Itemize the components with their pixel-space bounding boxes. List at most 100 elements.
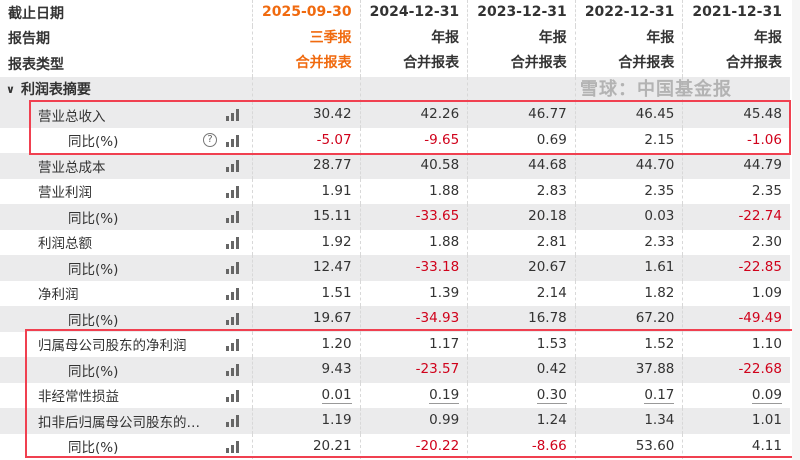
empty-cell bbox=[574, 76, 683, 102]
value-cell: 1.10 bbox=[682, 331, 790, 357]
row-label: 扣非后归属母公司股东的… bbox=[38, 414, 200, 431]
value-cell: -33.18 bbox=[359, 255, 468, 281]
help-icon[interactable]: ? bbox=[203, 132, 217, 147]
row-label: 归属母公司股东的净利润 bbox=[38, 338, 187, 355]
bar-chart-icon[interactable] bbox=[226, 389, 240, 402]
row-label: 营业利润 bbox=[38, 185, 92, 202]
table-row: 同比(%) 9.43 -23.57 0.42 37.88 -22.68 bbox=[0, 357, 790, 383]
value-cell: 1.09 bbox=[682, 280, 790, 306]
value-cell: 2.35 bbox=[682, 178, 790, 204]
value-cell: 16.78 bbox=[467, 306, 575, 332]
value-cell: 2.30 bbox=[682, 229, 790, 255]
value-cell: 1.34 bbox=[574, 408, 683, 434]
header-cell: 合并报表 bbox=[252, 51, 360, 77]
header-cell: 2021-12-31 bbox=[682, 0, 790, 26]
value-cell: 44.70 bbox=[574, 153, 683, 179]
row-label: 利润总额 bbox=[38, 236, 92, 253]
table-row: 非经常性损益 0.01 0.19 0.30 0.17 0.09 bbox=[0, 382, 790, 408]
value-cell[interactable]: 0.19 bbox=[359, 382, 468, 408]
bar-chart-icon[interactable] bbox=[226, 440, 240, 453]
value-cell: 9.43 bbox=[252, 357, 360, 383]
header-cell: 三季报 bbox=[252, 25, 360, 51]
value-cell: 1.88 bbox=[359, 178, 468, 204]
value-cell: -9.65 bbox=[359, 127, 468, 153]
value-cell: 1.61 bbox=[574, 255, 683, 281]
value-cell: 46.77 bbox=[467, 102, 575, 128]
value-cell: 2.33 bbox=[574, 229, 683, 255]
row-label: 同比(%) bbox=[68, 261, 119, 278]
value-cell[interactable]: 0.01 bbox=[252, 382, 360, 408]
value-cell[interactable]: 0.30 bbox=[467, 382, 575, 408]
value-cell: -22.85 bbox=[682, 255, 790, 281]
bar-chart-icon[interactable] bbox=[226, 313, 240, 325]
header-cell: 2025-09-30 bbox=[252, 0, 360, 26]
header-label: 截止日期 bbox=[8, 5, 64, 22]
value-cell: 0.99 bbox=[359, 408, 468, 434]
row-label: 同比(%) bbox=[68, 312, 119, 329]
row-label: 非经常性损益 bbox=[38, 389, 119, 406]
value-cell[interactable]: 0.09 bbox=[682, 382, 790, 408]
bar-chart-icon[interactable] bbox=[226, 160, 240, 172]
row-label: 同比(%) bbox=[68, 134, 119, 151]
value-cell: 40.58 bbox=[359, 153, 468, 179]
header-cell: 年报 bbox=[574, 25, 683, 51]
value-cell: 1.91 bbox=[252, 178, 360, 204]
row-label: 营业总成本 bbox=[38, 159, 106, 176]
value-cell: -34.93 bbox=[359, 306, 468, 332]
header-cell: 合并报表 bbox=[574, 51, 683, 77]
value-cell: 1.39 bbox=[359, 280, 468, 306]
value-cell: 45.48 bbox=[682, 102, 790, 128]
bar-chart-icon[interactable] bbox=[226, 415, 240, 427]
value-cell: 1.19 bbox=[252, 408, 360, 434]
row-label: 营业总收入 bbox=[38, 108, 106, 125]
header-cell: 2022-12-31 bbox=[574, 0, 683, 26]
table-row: 同比(%) 15.11 -33.65 20.18 0.03 -22.74 bbox=[0, 204, 790, 230]
table-row: 净利润 1.51 1.39 2.14 1.82 1.09 bbox=[0, 280, 790, 306]
bar-chart-icon[interactable] bbox=[226, 185, 240, 198]
value-cell: 19.67 bbox=[252, 306, 360, 332]
section-title: 利润表摘要 bbox=[20, 82, 91, 99]
header-cell: 合并报表 bbox=[359, 51, 468, 77]
bar-chart-icon[interactable] bbox=[226, 134, 240, 147]
bar-chart-icon[interactable] bbox=[226, 364, 240, 376]
value-cell: 28.77 bbox=[252, 153, 360, 179]
scrollbar[interactable] bbox=[792, 0, 800, 460]
value-cell: 1.53 bbox=[467, 331, 575, 357]
value-cell: -20.22 bbox=[359, 433, 468, 459]
value-cell: 1.51 bbox=[252, 280, 360, 306]
bar-chart-icon[interactable] bbox=[226, 338, 240, 351]
section-row[interactable]: ∨ 利润表摘要 bbox=[0, 76, 790, 102]
value-cell: 1.20 bbox=[252, 331, 360, 357]
bar-chart-icon[interactable] bbox=[226, 109, 240, 121]
value-cell: -23.57 bbox=[359, 357, 468, 383]
value-cell: 1.24 bbox=[467, 408, 575, 434]
table-row: 营业总收入 30.42 42.26 46.77 46.45 45.48 bbox=[0, 102, 790, 128]
table-row: 扣非后归属母公司股东的… 1.19 0.99 1.24 1.34 1.01 bbox=[0, 408, 790, 434]
value-cell: 20.18 bbox=[467, 204, 575, 230]
value-cell: 1.17 bbox=[359, 331, 468, 357]
table-row: 同比(%) 12.47 -33.18 20.67 1.61 -22.85 bbox=[0, 255, 790, 281]
header-cell: 合并报表 bbox=[682, 51, 790, 77]
header-cell: 2023-12-31 bbox=[467, 0, 575, 26]
value-cell[interactable]: 0.17 bbox=[574, 382, 683, 408]
value-cell: 20.67 bbox=[467, 255, 575, 281]
header-cell: 年报 bbox=[359, 25, 468, 51]
header-row: 截止日期 2025-09-30 2024-12-31 2023-12-31 2022-1… bbox=[0, 0, 790, 26]
bar-chart-icon[interactable] bbox=[226, 262, 240, 274]
value-cell: 4.11 bbox=[682, 433, 790, 459]
value-cell: 20.21 bbox=[252, 433, 360, 459]
bar-chart-icon[interactable] bbox=[226, 236, 240, 249]
value-cell: 15.11 bbox=[252, 204, 360, 230]
header-cell: 2024-12-31 bbox=[359, 0, 468, 26]
header-cell: 年报 bbox=[467, 25, 575, 51]
empty-cell bbox=[359, 76, 468, 102]
value-cell: 2.81 bbox=[467, 229, 575, 255]
value-cell: 67.20 bbox=[574, 306, 683, 332]
bar-chart-icon[interactable] bbox=[226, 211, 240, 223]
value-cell: -22.74 bbox=[682, 204, 790, 230]
bar-chart-icon[interactable] bbox=[226, 287, 240, 300]
value-cell: 37.88 bbox=[574, 357, 683, 383]
value-cell: -5.07 bbox=[252, 127, 360, 153]
value-cell: 44.68 bbox=[467, 153, 575, 179]
chevron-down-icon[interactable]: ∨ bbox=[6, 82, 15, 96]
